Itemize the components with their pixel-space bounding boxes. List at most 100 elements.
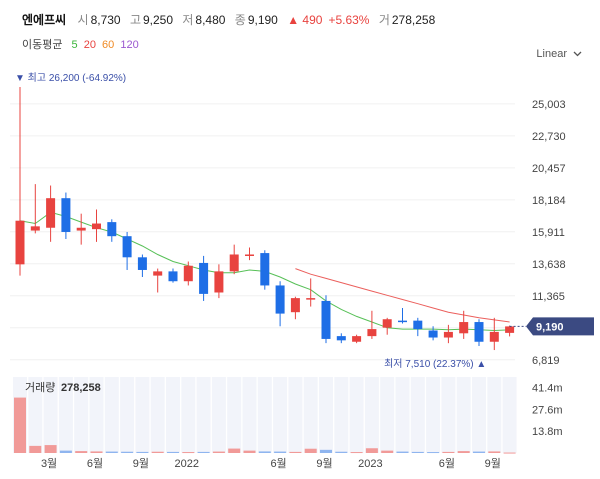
volume-bar	[427, 452, 440, 454]
ma-5: 5	[71, 39, 78, 51]
candle-body	[489, 331, 499, 342]
moving-average-legend[interactable]: 이동평균 5 20 60 120	[22, 36, 142, 52]
volume-bar	[182, 452, 195, 454]
volume-bar	[411, 451, 424, 453]
close-value: 9,190	[247, 13, 278, 27]
volume-column-bg	[28, 377, 43, 453]
candle-body	[199, 262, 209, 294]
low-price-marker: 최저 7,510 (22.37%) ▲	[384, 358, 486, 370]
price-tick-label: 25,003	[532, 99, 566, 111]
time-tick-label: 6월	[270, 457, 286, 470]
high-value: 9,250	[142, 13, 174, 27]
time-tick-label: 6월	[439, 457, 455, 470]
price-tick-label: 18,184	[532, 195, 566, 207]
extreme-markers: ▼ 최고 26,200 (-64.92%) 최저 7,510 (22.37%) ▲	[15, 72, 486, 370]
candle-body	[137, 257, 147, 270]
stock-name: 엔에프씨	[22, 13, 67, 27]
volume-bar	[488, 451, 501, 453]
candle-body	[46, 198, 56, 228]
candle-body	[76, 227, 86, 231]
ma-20: 20	[83, 39, 96, 51]
volume-column-bg	[441, 377, 456, 453]
volume-column-bg	[196, 377, 211, 453]
open-label: 시	[77, 13, 89, 27]
candle-body	[428, 330, 438, 338]
volume-column-bg	[502, 377, 517, 453]
volume-column-bg	[288, 377, 303, 453]
volume-bar	[136, 451, 149, 453]
volume-column-bg	[242, 377, 257, 453]
scale-type-dropdown[interactable]: Linear	[536, 48, 582, 60]
volume-bar	[473, 451, 485, 453]
volume-bar	[197, 451, 210, 453]
volume-column-bg	[257, 377, 272, 453]
volume-column-bg	[74, 377, 89, 453]
volume-column-bg	[58, 377, 73, 453]
ma-120: 120	[120, 39, 139, 51]
volume-column-bg	[380, 377, 395, 453]
price-tick-label: 15,911	[532, 227, 565, 239]
volume-bar	[14, 397, 26, 453]
volume-bars	[14, 397, 516, 454]
price-tick-label: 11,365	[532, 291, 565, 303]
candle-body	[290, 298, 300, 313]
candle-body	[505, 326, 515, 333]
candle-body	[443, 331, 453, 338]
candle-body	[367, 329, 377, 337]
high-label: 고	[129, 13, 141, 27]
time-tick-label: 9월	[485, 457, 501, 470]
candle-body	[275, 285, 285, 314]
volume-column-bg	[472, 377, 486, 453]
volume-bar	[44, 445, 57, 453]
candle-body	[30, 226, 40, 231]
volume-bar	[29, 445, 42, 453]
volume-column-bg	[104, 377, 119, 453]
volume-title-value: 278,258	[61, 382, 101, 394]
moving-average-label: 이동평균	[22, 39, 63, 51]
volume-bar	[105, 451, 118, 453]
candle-body	[321, 300, 331, 339]
time-tick-label: 2022	[175, 458, 199, 470]
volume-bar	[350, 452, 363, 454]
price-gridlines	[10, 103, 515, 361]
candle-body	[107, 222, 117, 237]
volume-bar	[381, 450, 394, 453]
current-price-tag: 9,190	[509, 317, 594, 336]
volume-column-bg	[487, 377, 502, 453]
price-tick-label: 22,730	[532, 131, 566, 143]
chevron-down-icon	[573, 51, 582, 57]
volume-bar	[167, 451, 179, 453]
volume-column-bg	[426, 377, 441, 453]
volume-value: 278,258	[391, 13, 436, 27]
candle-body	[398, 320, 407, 323]
candle-body	[382, 319, 392, 328]
volume-column-bg	[211, 377, 226, 453]
candle-body	[214, 271, 224, 293]
volume-tick-label: 13.8m	[532, 426, 563, 438]
current-price-label: 9,190	[536, 321, 564, 333]
volume-title: 거래량 278,258	[25, 381, 101, 394]
candle-body	[15, 220, 25, 265]
volume-column-bg	[334, 377, 349, 453]
volume-bar	[212, 451, 225, 453]
current-price-badge	[526, 317, 594, 336]
volume-column-bg	[89, 377, 104, 453]
volume-tick-label: 27.6m	[532, 404, 563, 416]
volume-bar	[289, 451, 302, 453]
candle-body	[352, 336, 362, 342]
volume-title-label: 거래량	[25, 381, 55, 394]
volume-bar	[442, 451, 455, 453]
time-tick-label: 3월	[41, 457, 57, 470]
volume-bar	[457, 451, 470, 453]
candle-body	[306, 298, 316, 300]
price-tick-label: 6,819	[532, 355, 560, 367]
candle-body	[474, 322, 484, 342]
volume-bar	[396, 451, 409, 453]
volume-bar	[75, 451, 88, 453]
candle-body	[122, 236, 132, 258]
volume-bar	[121, 451, 134, 453]
price-tick-label: 13,638	[532, 259, 566, 271]
volume-column-bg	[395, 377, 410, 453]
volume-bar	[228, 448, 241, 453]
